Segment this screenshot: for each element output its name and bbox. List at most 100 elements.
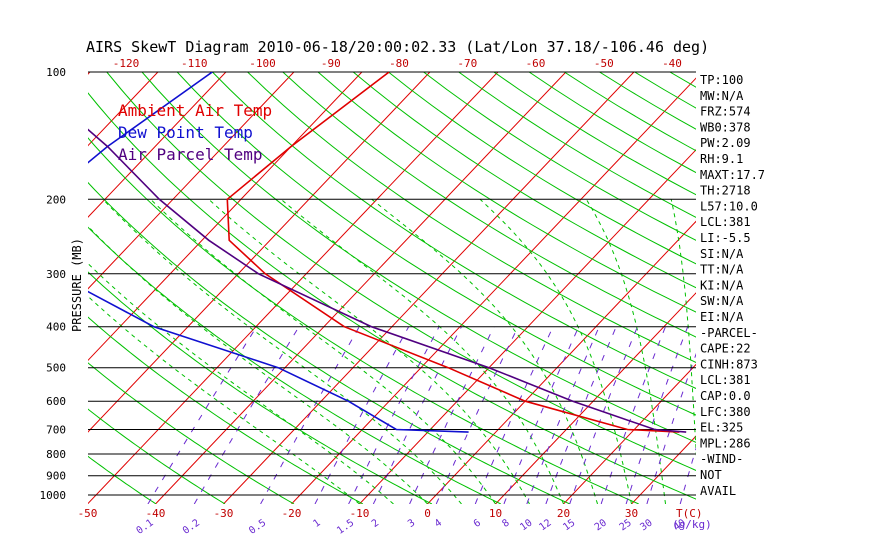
dry-adiabat-line (88, 137, 639, 504)
dry-adiabat-line (740, 72, 870, 504)
series-air-parcel-temp (88, 128, 687, 433)
pressure-tick-label: 600 (46, 395, 66, 408)
moist-adiabat-line (371, 198, 598, 504)
index-item: CINH:873 (700, 357, 758, 371)
legend-air-parcel-temp: Air Parcel Temp (118, 145, 263, 164)
moist-adiabat-line (208, 198, 530, 504)
index-item: EI:N/A (700, 310, 744, 324)
moist-adiabat-line (479, 198, 632, 504)
index-item: KI:N/A (700, 278, 744, 292)
pressure-tick-label: 900 (46, 470, 66, 483)
pressure-tick-label: 400 (46, 321, 66, 334)
bottom-temp-tick-label: 30 (625, 507, 638, 520)
isotherm-line (155, 72, 567, 504)
isotherm-line (88, 72, 499, 504)
dry-adiabat-line (282, 72, 696, 338)
mixing-ratio-label: 4 (433, 517, 444, 529)
pressure-tick-label: 700 (46, 424, 66, 437)
index-item: LI:-5.5 (700, 231, 751, 245)
index-item: WB0:378 (700, 120, 751, 134)
dry-adiabat-line (247, 72, 696, 364)
dry-adiabat-line (88, 316, 364, 504)
bottom-temperature-ticks: -50 -40 -30 -20 -10 0 10 20 30 (78, 507, 639, 520)
mixing-ratio-line (646, 352, 696, 504)
bottom-temp-tick-label: 10 (489, 507, 502, 520)
index-item: TH:2718 (700, 184, 751, 198)
dry-adiabat-line (317, 72, 696, 313)
dry-adiabat-line (176, 72, 696, 416)
bottom-temp-tick-label: 0 (424, 507, 431, 520)
mixing-ratio-label: 20 (593, 517, 609, 533)
mixing-ratio-line (600, 326, 666, 504)
mixing-ratio-label: 0.2 (181, 517, 202, 536)
index-item: -PARCEL- (700, 326, 758, 340)
isotherm-line (631, 435, 696, 504)
dry-adiabat-line (458, 72, 696, 218)
isotherm-line (88, 72, 295, 290)
index-item: SW:N/A (700, 294, 744, 308)
dry-adiabat-line (776, 72, 870, 504)
pressure-tick-labels: 100 200 300 400 500 600 700 800 900 1000 (40, 66, 67, 502)
index-item: MAXT:17.7 (700, 168, 765, 182)
dry-adiabat-line (141, 72, 696, 443)
mixing-ratio-label: 3 (406, 517, 417, 529)
isotherm-line (88, 72, 159, 147)
index-item: MPL:286 (700, 436, 751, 450)
index-item: CAP:0.0 (700, 389, 751, 403)
index-item: LFC:380 (700, 405, 751, 419)
isotherm-line (836, 72, 870, 504)
legend: Ambient Air Temp Dew Point Temp Air Parc… (118, 101, 272, 164)
mixing-ratio-label: 1.5 (335, 517, 356, 536)
profile-series (88, 72, 687, 433)
dry-adiabat-line (88, 362, 295, 504)
dry-adiabat-line (88, 271, 433, 504)
chart-title: AIRS SkewT Diagram 2010-06-18/20:00:02.3… (86, 38, 709, 56)
top-temp-tick-label: -70 (457, 57, 477, 70)
dry-adiabat-line (846, 72, 870, 504)
dry-adiabat-line (88, 181, 571, 504)
index-item: MW:N/A (700, 89, 744, 103)
mixing-ratio-label: 10 (518, 517, 534, 533)
pressure-tick-label: 300 (46, 268, 66, 281)
isotherm-line (0, 72, 22, 504)
index-item: NOT (700, 468, 722, 482)
bottom-temp-tick-label: 20 (557, 507, 570, 520)
dry-adiabat-line (88, 92, 696, 500)
dry-adiabat-line (811, 72, 870, 504)
mixing-ratio-line (569, 326, 638, 504)
mixing-ratio-label: 12 (537, 517, 553, 533)
dry-adiabat-line (88, 455, 157, 504)
top-temp-tick-label: -100 (249, 57, 276, 70)
mixing-ratio-line (526, 326, 600, 504)
pressure-tick-label: 100 (46, 66, 66, 79)
dry-adiabat-line (88, 408, 226, 504)
index-item: TP:100 (700, 73, 743, 87)
isotherm-line (495, 292, 696, 504)
index-item: L57:10.0 (700, 199, 758, 213)
mixing-ratio-label: 30 (638, 517, 654, 533)
pressure-tick-label: 1000 (40, 489, 67, 502)
index-item: PW:2.09 (700, 136, 751, 150)
series-ambient-air-temp (226, 72, 680, 433)
index-item: LCL:381 (700, 373, 751, 387)
index-item: CAPE:22 (700, 342, 751, 356)
series-dew-point-temp (88, 72, 469, 433)
mixing-ratio-line (409, 326, 495, 504)
isobar-lines (88, 71, 696, 496)
index-item: TT:N/A (700, 263, 744, 277)
dry-adiabat-line (106, 72, 696, 471)
isotherm-line (88, 72, 431, 433)
legend-ambient-air-temp: Ambient Air Temp (118, 101, 272, 120)
legend-dew-point-temp: Dew Point Temp (118, 123, 253, 142)
moist-adiabat-lines (88, 198, 696, 504)
mixing-ratio-line (625, 326, 689, 504)
mixing-ratio-line (193, 326, 300, 504)
moist-adiabat-line (88, 295, 360, 504)
top-temp-tick-label: -90 (321, 57, 341, 70)
moist-adiabat-line (150, 198, 496, 504)
y-axis-label: PRESSURE (MB) (70, 238, 84, 332)
isotherm-line (223, 72, 635, 504)
isotherm-line (88, 72, 227, 218)
